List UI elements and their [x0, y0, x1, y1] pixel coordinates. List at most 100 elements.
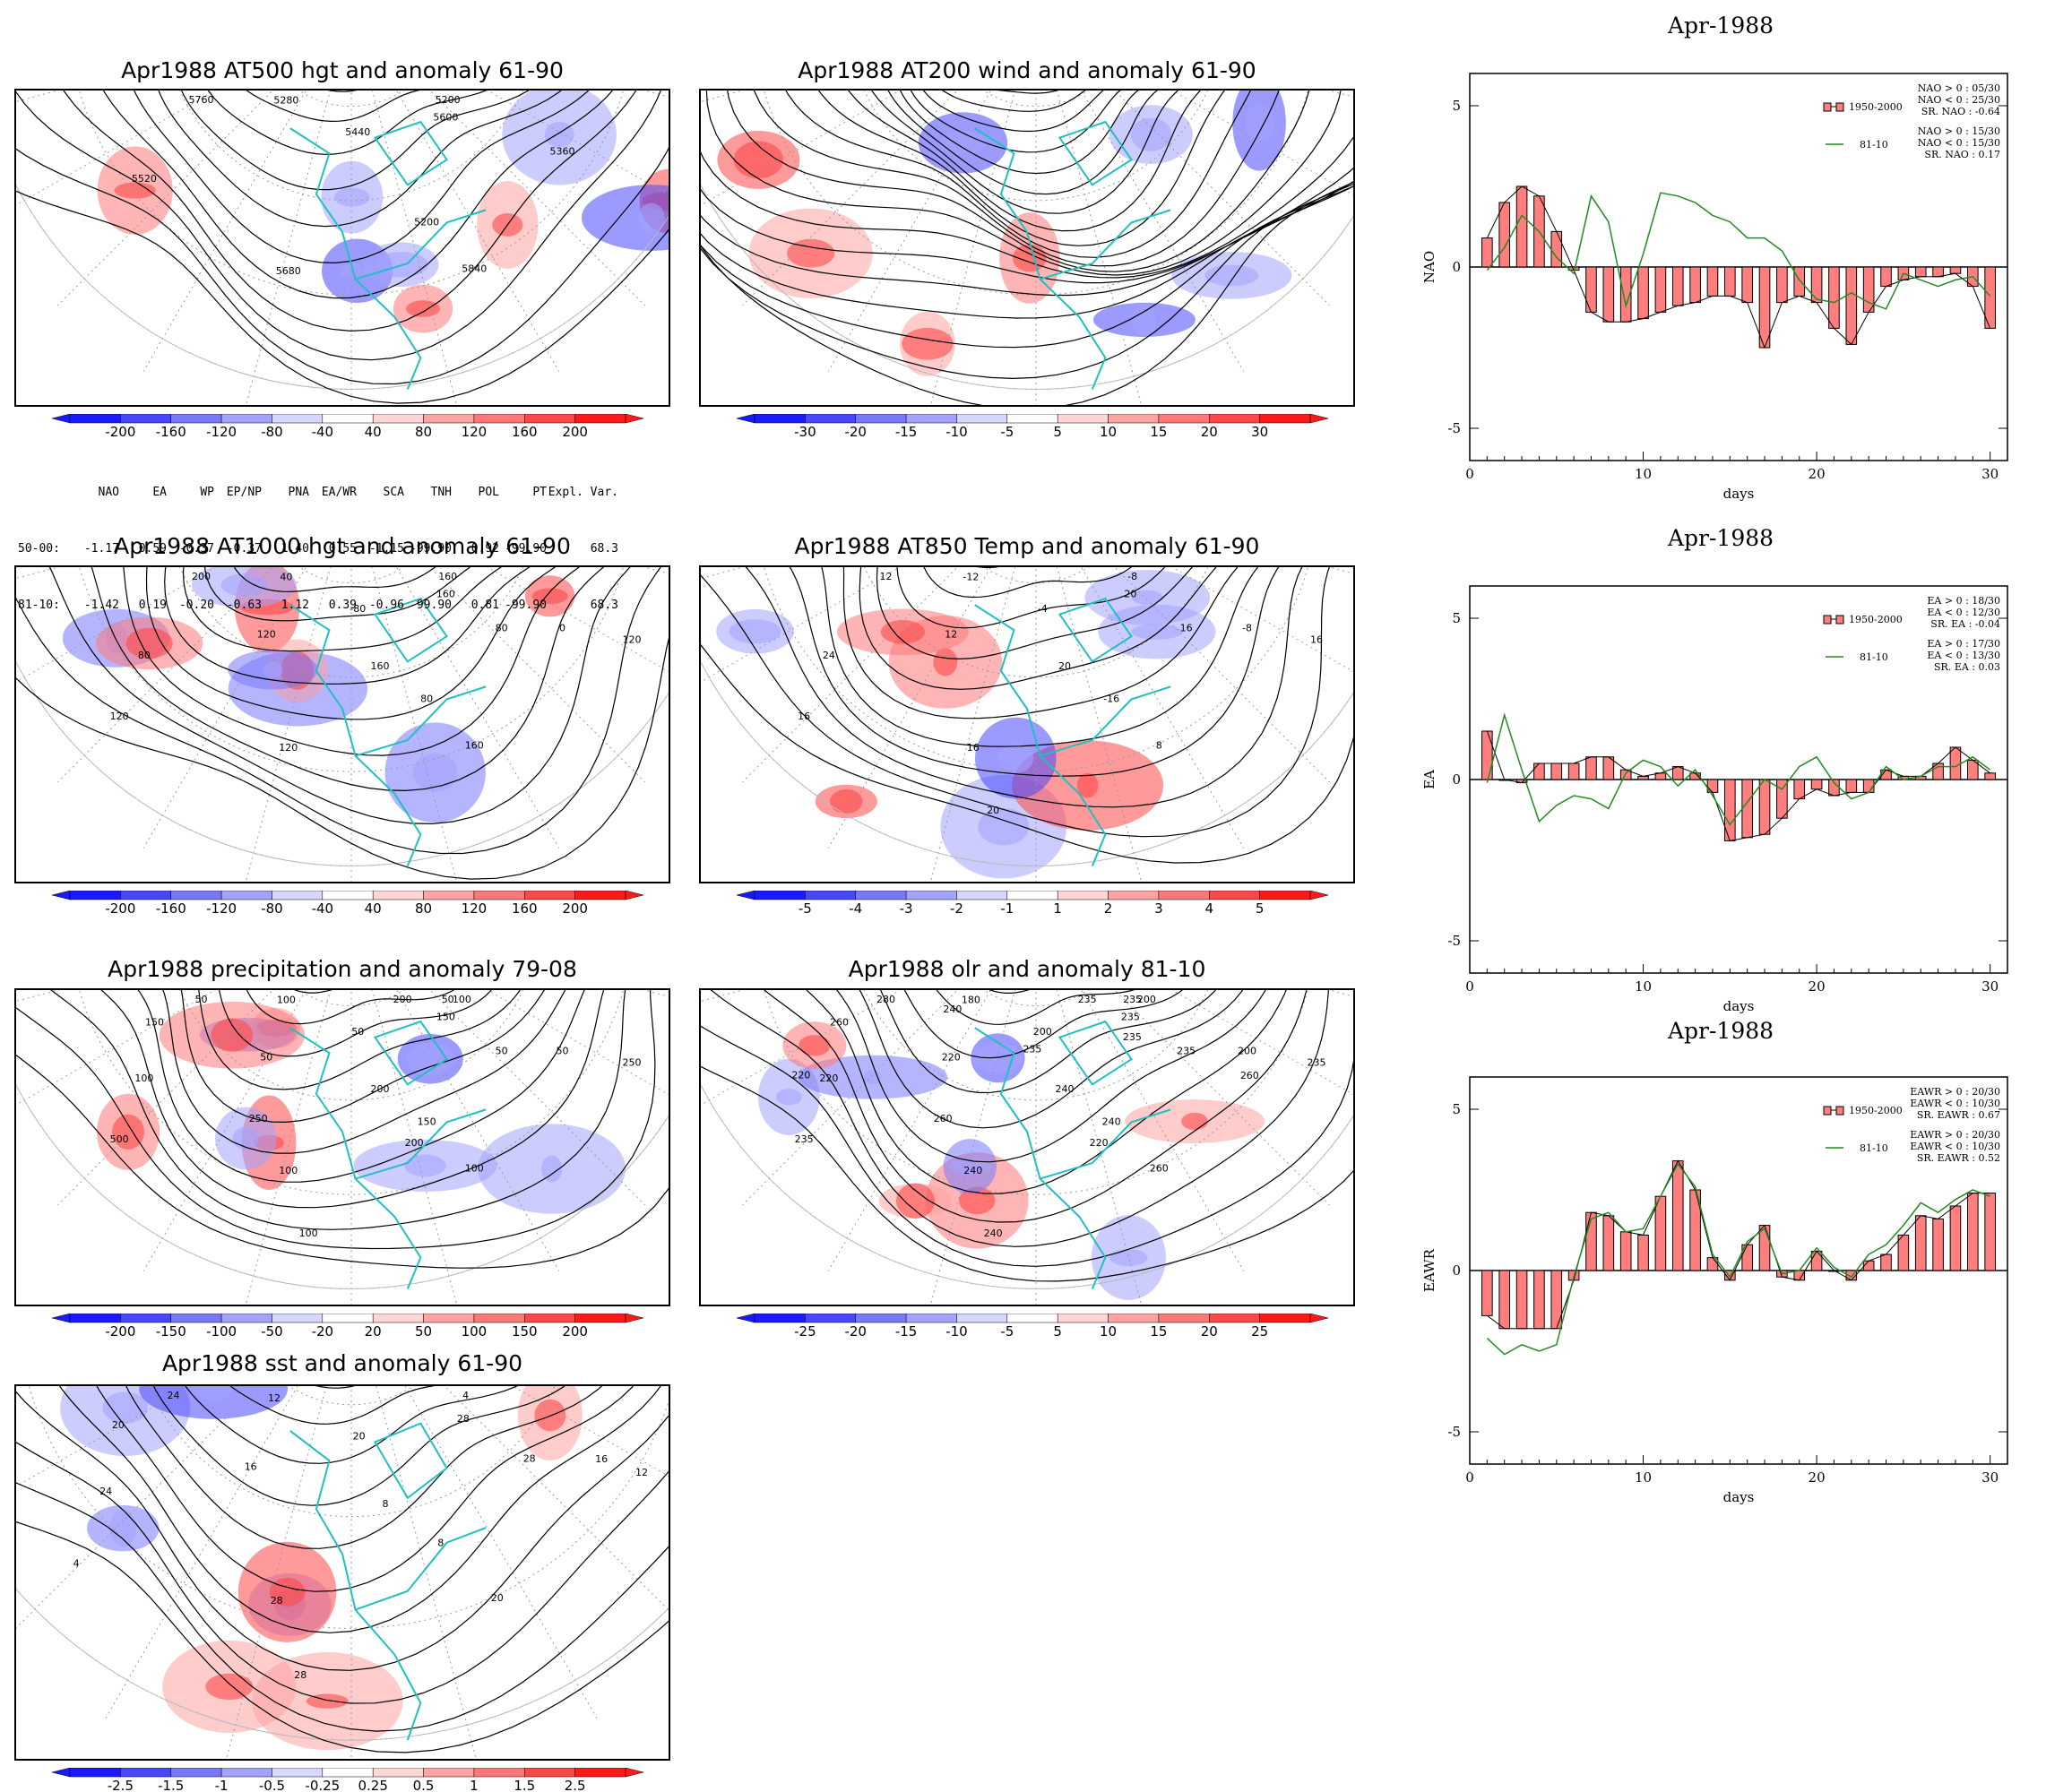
anomaly-core	[997, 743, 1034, 774]
colorbar-swatch	[120, 414, 171, 424]
index-value: 0.92	[471, 542, 499, 556]
bar	[1862, 266, 1875, 313]
negative-anomaly-shading	[581, 185, 669, 251]
contour-label: 28	[271, 1595, 283, 1607]
colorbar-tick-label: 10	[1100, 424, 1117, 439]
contour-label: 235	[1078, 994, 1097, 1005]
colorbar-swatch	[1158, 891, 1210, 900]
colorbar-tick-label: -200	[105, 900, 135, 916]
contour-line	[701, 1065, 1353, 1282]
bar	[1949, 1205, 1962, 1271]
colorbar-arrow-low	[52, 1768, 71, 1778]
contour-label: 260	[1150, 1163, 1169, 1175]
bar	[1602, 266, 1615, 323]
anomaly-core	[1076, 772, 1099, 798]
y-tick-label: 5	[1452, 98, 1461, 114]
anomaly-core	[412, 753, 458, 792]
contour-line	[989, 990, 1030, 994]
colorbar-swatch	[423, 891, 475, 900]
contour-line	[701, 185, 1353, 349]
colorbar-swatch	[1259, 414, 1311, 424]
bar	[1724, 266, 1736, 297]
bar	[1671, 1160, 1684, 1271]
map-title-sst: Apr1988 sst and anomaly 61-90	[161, 1350, 523, 1376]
index-header-cell: EA/WR	[321, 486, 357, 499]
bar	[1533, 762, 1545, 780]
contour-line	[923, 567, 1133, 599]
legend-stat: NAO < 0 : 25/30	[1918, 94, 2000, 106]
colorbar-arrow-high	[1309, 414, 1328, 424]
contour-line	[836, 990, 1266, 1163]
colorbar-swatch	[220, 414, 272, 424]
contour-line	[16, 147, 669, 385]
colorbar-swatch	[170, 414, 222, 424]
colorbar-tick-label: 1	[1053, 900, 1062, 916]
contour-line	[123, 567, 581, 756]
colorbar-tick-label: -200	[105, 1323, 135, 1339]
contour-label: 16	[798, 711, 810, 722]
anomaly-core	[830, 788, 863, 814]
colorbar-tick-label: 200	[562, 1323, 588, 1339]
anomaly-core	[205, 1673, 254, 1701]
meridian	[16, 1386, 259, 1629]
colorbar-tick-label: -5	[1000, 424, 1014, 439]
contour-line	[705, 90, 1342, 276]
bar	[1845, 779, 1858, 793]
bar	[1515, 1270, 1528, 1330]
anomaly-core	[1132, 303, 1157, 337]
bar	[1776, 266, 1788, 304]
colorbar-swatch	[1057, 891, 1109, 900]
y-axis-label: EAWR	[1421, 1248, 1437, 1292]
contour-label: 260	[830, 1017, 849, 1029]
colorbar-tick-label: 80	[415, 900, 432, 916]
colorbar-swatch	[322, 414, 374, 424]
colorbar-swatch	[754, 891, 806, 900]
contour-line	[207, 90, 488, 155]
colorbar-swatch	[855, 414, 907, 424]
coastline	[289, 597, 487, 866]
legend-entry: 81-10	[1860, 1142, 1888, 1154]
anomaly-core	[211, 1018, 254, 1052]
legend-bar-swatch	[1823, 102, 1832, 112]
x-tick-label: 20	[1809, 466, 1826, 482]
colorbar-swatch	[1108, 1314, 1160, 1323]
contour-line	[848, 90, 1202, 232]
colorbar-tick-label: -5	[1000, 1323, 1014, 1339]
contour-line	[817, 90, 1225, 246]
index-value: 68.3	[590, 542, 618, 556]
colorbar-swatch	[805, 891, 856, 900]
contour-label: 5200	[436, 94, 461, 106]
contour-label: 5840	[462, 263, 487, 275]
contour-label: 20	[491, 1592, 504, 1604]
series-line	[1486, 712, 1991, 826]
contour-label: 0	[559, 623, 565, 634]
x-axis-label: days	[1723, 998, 1755, 1014]
map-title-z1000: Apr1988 AT1000 hgt and anomaly 61-90	[114, 533, 571, 559]
colorbar-tick-label: 80	[415, 424, 432, 439]
bar	[1498, 1270, 1511, 1330]
contour-line	[16, 567, 661, 855]
index-header-cell: NAO	[98, 486, 119, 499]
contour-line	[182, 567, 503, 652]
bar	[1793, 266, 1806, 297]
legend-stat: EA < 0 : 13/30	[1927, 650, 2000, 661]
bar	[1758, 779, 1771, 835]
colorbar-swatch	[473, 414, 525, 424]
meridian	[105, 1386, 298, 1719]
contour-label: 200	[393, 994, 412, 1005]
bar	[1880, 1254, 1892, 1271]
contour-line	[701, 181, 1353, 297]
bar	[1706, 266, 1719, 297]
anomaly-core	[948, 1158, 991, 1175]
colorbar-swatch	[1259, 1314, 1311, 1323]
colorbar-tick-label: -1	[215, 1778, 229, 1791]
bar	[1949, 266, 1962, 274]
anomaly-core	[333, 187, 370, 207]
colorbar-tick-label: 1	[470, 1778, 479, 1791]
map-title-z500: Apr1988 AT500 hgt and anomaly 61-90	[121, 57, 564, 83]
colorbar-swatch	[524, 1768, 575, 1778]
index-value: 0.59	[138, 542, 167, 556]
bar	[1567, 762, 1580, 780]
anomaly-core	[541, 1155, 563, 1183]
